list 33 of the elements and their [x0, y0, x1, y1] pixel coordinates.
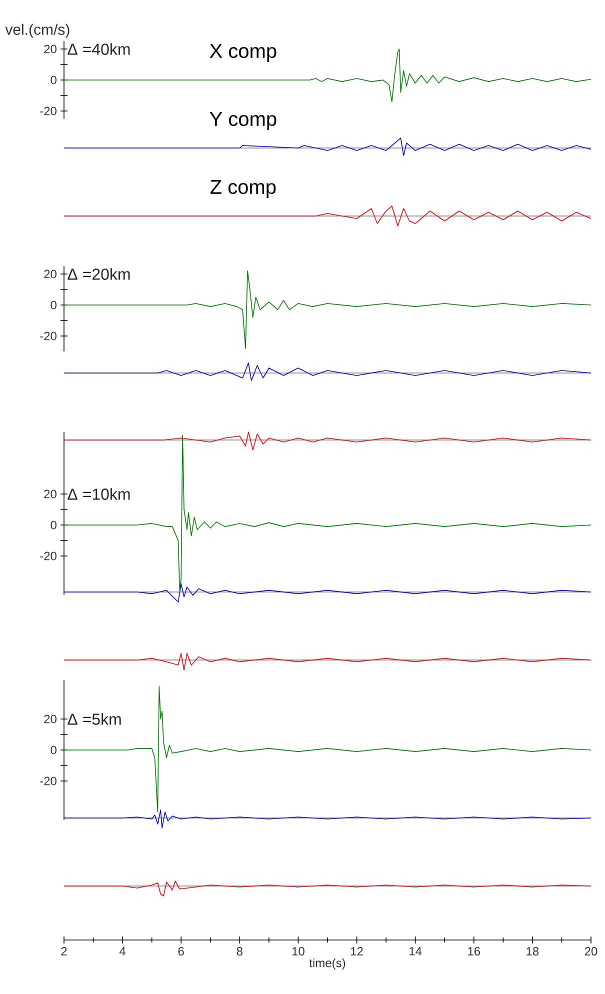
y-tick-label: -20: [40, 332, 56, 340]
y-tick-label: 0: [50, 76, 56, 84]
x-tick-label: 14: [410, 947, 422, 956]
y-tick-label: 20: [44, 44, 56, 54]
y-tick-label: -20: [40, 552, 56, 560]
text: Δ =5km: [68, 713, 121, 725]
x-tick-label: 2: [61, 947, 67, 956]
x-tick-label: 4: [120, 947, 126, 956]
chart-title: Δ =40km: [68, 43, 130, 55]
x-tick-label: 20: [584, 947, 598, 956]
y-tick-label: 20: [44, 490, 56, 498]
y-tick-label: 0: [50, 520, 56, 530]
y-tick-label: 20: [44, 714, 56, 724]
y-tick-label: -20: [40, 106, 56, 116]
line-series: [64, 434, 592, 591]
x-tick-label: 8: [236, 947, 242, 956]
line-series: [64, 686, 592, 812]
x-tick-label: 6: [178, 947, 184, 956]
y-tick-label: 0: [50, 746, 56, 754]
chart-subtitle: Y comp: [210, 112, 276, 130]
x-tick-label: 16: [468, 947, 480, 956]
y-tick-label: -20: [40, 776, 56, 786]
y-tick-label: 20: [44, 270, 56, 278]
y-axis-title: vel.(cm/s): [5, 24, 70, 38]
x-tick-label: 12: [351, 947, 363, 956]
text: Δ =10km: [68, 488, 130, 500]
x-tick-label: 18: [526, 947, 539, 956]
chart-title: Δ =20km: [68, 268, 130, 280]
y-tick-label: 0: [50, 300, 56, 310]
chart-subtitle: Z comp: [210, 180, 276, 198]
chart-subtitle: X comp: [210, 44, 276, 62]
x-axis-title: time(s): [309, 958, 346, 970]
x-tick-label: 10: [292, 947, 304, 956]
